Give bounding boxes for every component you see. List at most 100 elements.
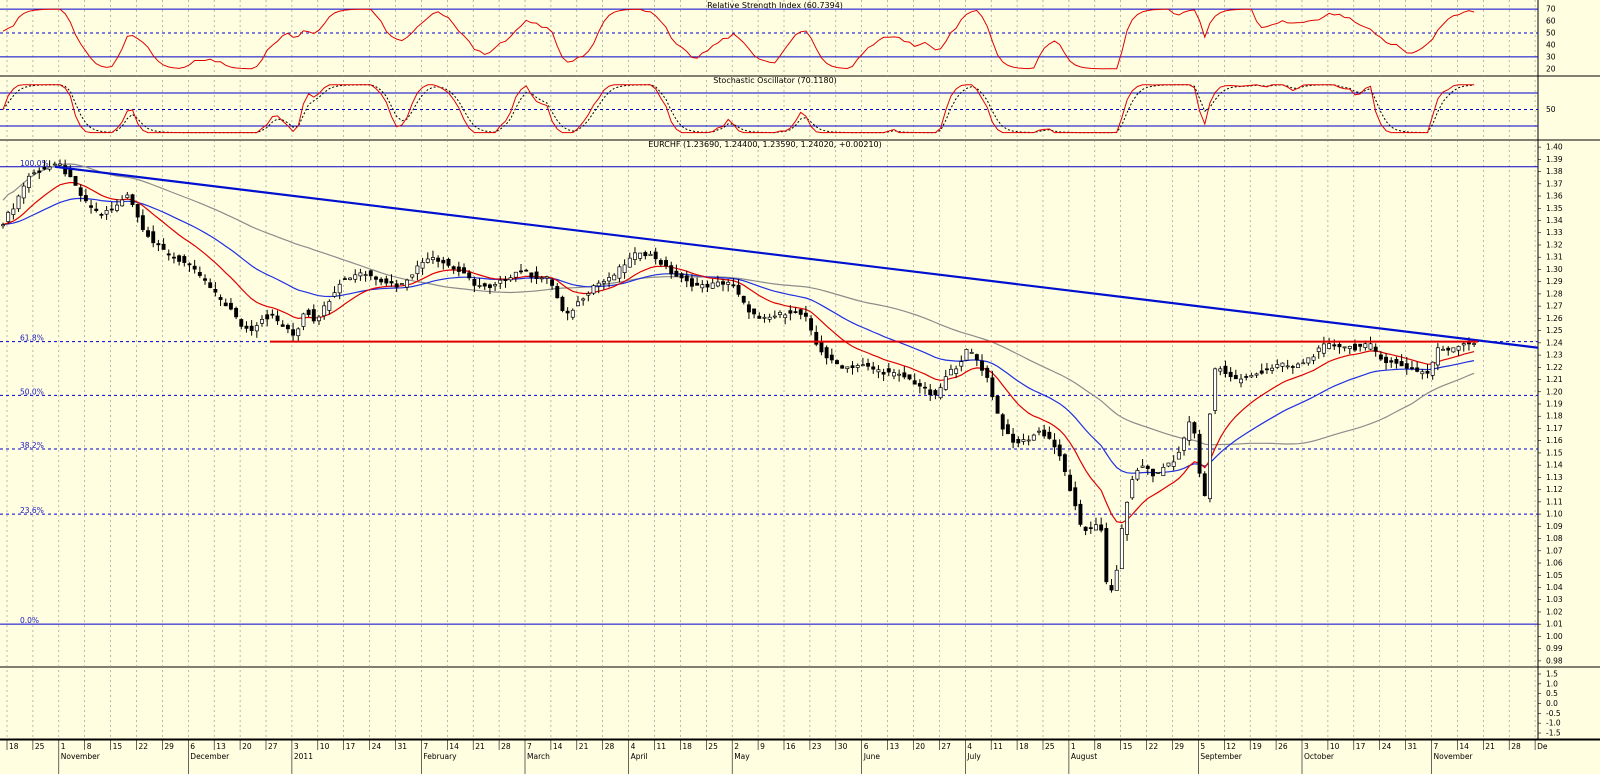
candle <box>89 199 94 214</box>
candle <box>1062 453 1067 477</box>
candle-body <box>73 175 78 186</box>
candle-body <box>37 170 42 173</box>
candle-body <box>591 285 596 294</box>
candle-body <box>1311 356 1316 361</box>
price-tick-label: 1.39 <box>1546 155 1563 164</box>
trendline <box>54 165 1539 349</box>
candle-body <box>254 325 259 332</box>
candle <box>1166 462 1171 468</box>
candle-body <box>166 253 171 256</box>
candle <box>519 263 523 275</box>
x-day-label: 21 <box>1485 742 1495 751</box>
candle-body <box>835 360 839 365</box>
candle <box>6 210 11 225</box>
candle <box>1358 343 1363 352</box>
candle <box>37 167 42 179</box>
candle <box>125 191 130 199</box>
price-tick-label: 1.02 <box>1546 607 1563 616</box>
candle-body <box>1244 376 1249 378</box>
candle-body <box>285 324 290 330</box>
candle <box>348 277 353 281</box>
candle-body <box>1378 354 1383 360</box>
stoch-k-line <box>2 84 1475 134</box>
candle-body <box>83 195 88 202</box>
candle <box>265 309 270 327</box>
candle <box>596 280 601 294</box>
candle <box>337 279 342 300</box>
candle <box>741 295 746 305</box>
candle-body <box>669 265 674 275</box>
candle <box>855 363 860 373</box>
candle <box>374 275 378 286</box>
price-tick-label: 1.23 <box>1546 351 1563 360</box>
x-day-label: 28 <box>501 742 511 751</box>
candle-body <box>1353 343 1357 351</box>
price-tick-label: 1.07 <box>1546 546 1563 555</box>
candle-body <box>757 315 762 319</box>
candle-body <box>1166 462 1171 467</box>
candle <box>120 195 125 207</box>
candle <box>840 364 845 369</box>
candle <box>1446 346 1451 356</box>
candle <box>767 313 772 323</box>
candle <box>1171 455 1176 471</box>
candle <box>798 308 803 320</box>
x-day-label: 22 <box>139 742 149 751</box>
candle <box>1290 364 1295 374</box>
price-panel: EURCHF (1.23690, 1.24400, 1.23590, 1.240… <box>0 140 1563 665</box>
candle-body <box>814 331 819 345</box>
candle-body <box>384 278 389 284</box>
candle-body <box>348 277 353 280</box>
x-month-label: November <box>1434 752 1474 761</box>
candle-body <box>203 278 207 281</box>
candle-body <box>689 278 694 287</box>
candle-body <box>845 366 850 370</box>
candle <box>317 314 321 326</box>
x-day-label: 15 <box>1123 742 1133 751</box>
price-tick-label: 1.30 <box>1546 265 1563 274</box>
x-day-label: 4 <box>631 742 636 751</box>
x-day-label: 27 <box>268 742 278 751</box>
candle-body <box>26 175 31 188</box>
candle-body <box>607 277 612 282</box>
volume-tick-label: -1.5 <box>1546 729 1561 738</box>
candle <box>296 327 301 341</box>
candle-body <box>555 286 560 299</box>
candle <box>11 203 16 220</box>
candle-body <box>1073 487 1078 507</box>
price-tick-label: 1.14 <box>1546 461 1563 470</box>
candle-body <box>928 389 933 396</box>
candle-body <box>1213 368 1218 411</box>
x-day-label: 28 <box>1511 742 1521 751</box>
candle-body <box>897 373 902 376</box>
candle <box>192 259 197 274</box>
candle-body <box>539 277 544 280</box>
candle <box>721 278 725 292</box>
x-day-label: 13 <box>216 742 226 751</box>
candle-body <box>974 354 979 361</box>
candle <box>985 365 990 383</box>
candle-body <box>772 315 777 318</box>
candle <box>1119 524 1124 570</box>
candle <box>47 160 52 172</box>
rsi-scale-label: 60 <box>1546 17 1556 26</box>
candle <box>736 279 741 297</box>
candle <box>892 368 896 380</box>
candle-body <box>99 213 104 216</box>
candle <box>581 297 586 306</box>
candle <box>1192 421 1197 439</box>
candle <box>467 270 472 281</box>
candle-body <box>1327 343 1332 349</box>
fib-label: 23.6% <box>20 506 44 515</box>
candle <box>689 274 694 292</box>
x-day-label: 2 <box>734 742 739 751</box>
x-day-label: 28 <box>605 742 615 751</box>
candle <box>1373 343 1378 357</box>
candle-body <box>995 395 1000 414</box>
candle-body <box>1249 375 1254 378</box>
candle-body <box>1083 526 1088 531</box>
candle-body <box>52 163 57 166</box>
candle-body <box>1472 343 1477 345</box>
x-day-label: 21 <box>475 742 485 751</box>
